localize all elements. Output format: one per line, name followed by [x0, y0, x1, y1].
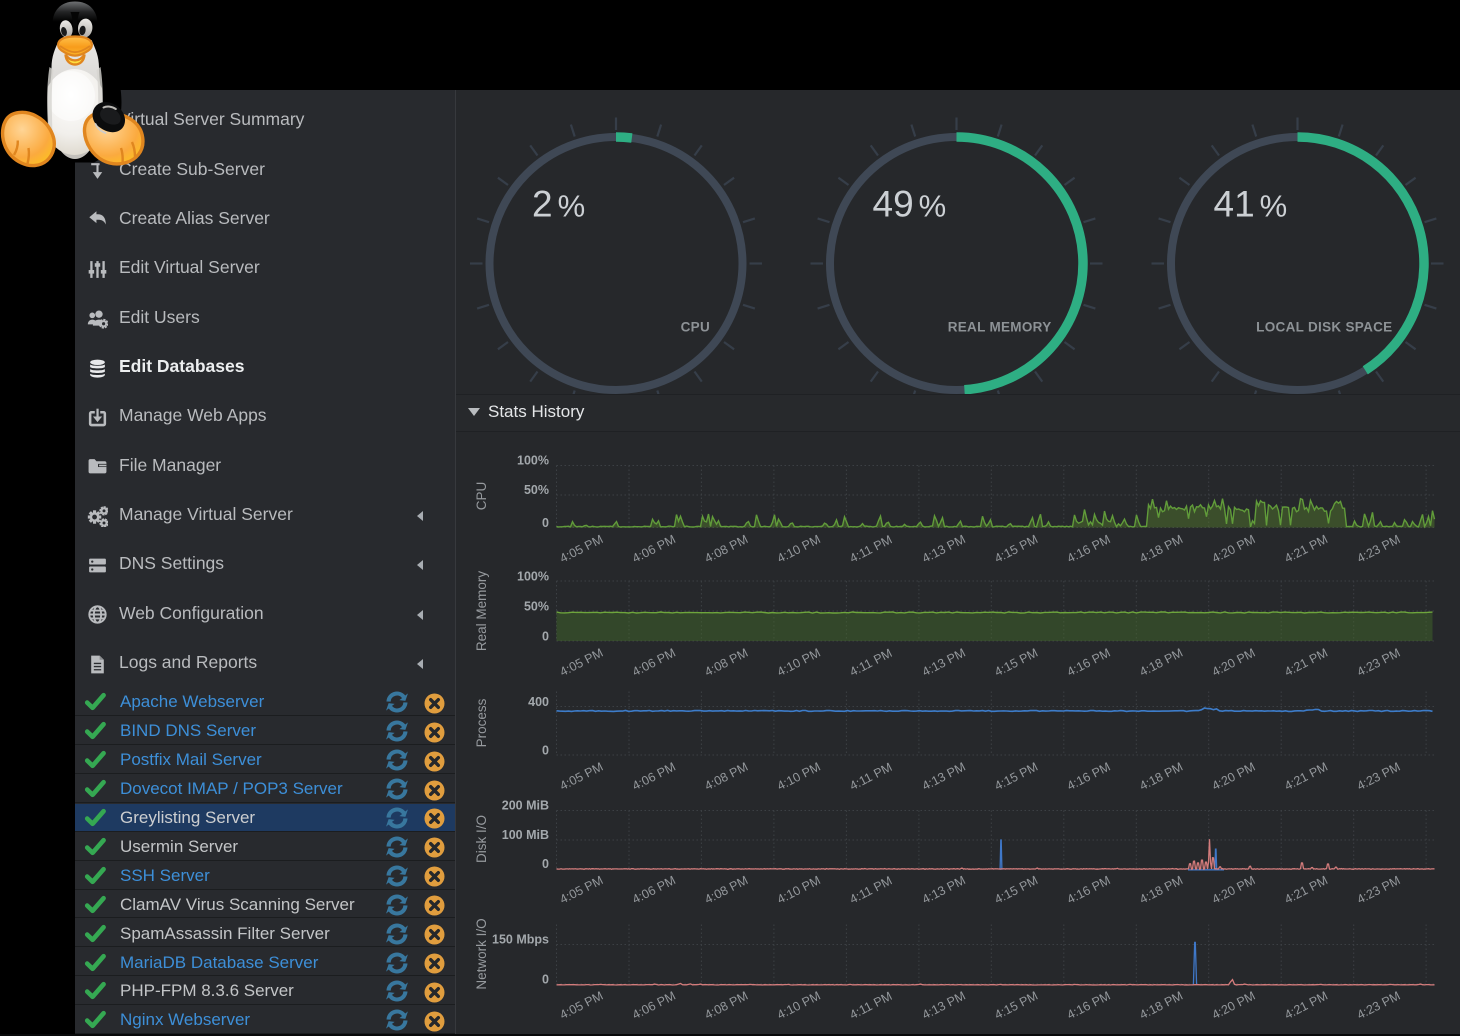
svg-text:4:13 PM: 4:13 PM	[920, 532, 968, 566]
svg-text:4:11 PM: 4:11 PM	[847, 532, 894, 565]
svg-text:4:05 PM: 4:05 PM	[558, 989, 606, 1023]
svg-text:0: 0	[542, 744, 549, 758]
svg-text:4:10 PM: 4:10 PM	[775, 532, 823, 566]
svg-text:4:20 PM: 4:20 PM	[1210, 532, 1258, 566]
svg-text:4:08 PM: 4:08 PM	[702, 873, 750, 907]
svg-text:4:06 PM: 4:06 PM	[630, 760, 678, 794]
svg-text:Process: Process	[474, 698, 489, 747]
svg-text:50%: 50%	[524, 600, 549, 614]
svg-text:4:23 PM: 4:23 PM	[1355, 532, 1403, 566]
svg-text:4:16 PM: 4:16 PM	[1065, 989, 1113, 1023]
svg-text:4:05 PM: 4:05 PM	[558, 646, 606, 680]
svg-text:CPU: CPU	[474, 482, 489, 511]
svg-text:4:23 PM: 4:23 PM	[1355, 760, 1403, 794]
svg-text:4:20 PM: 4:20 PM	[1210, 873, 1258, 907]
svg-text:CPU: CPU	[681, 320, 710, 335]
svg-text:4:06 PM: 4:06 PM	[630, 646, 678, 680]
svg-text:4:15 PM: 4:15 PM	[992, 760, 1040, 794]
svg-text:2%: 2%	[532, 184, 585, 225]
svg-text:49%: 49%	[873, 184, 947, 225]
svg-text:0: 0	[542, 857, 549, 871]
svg-text:4:10 PM: 4:10 PM	[775, 646, 823, 680]
svg-text:4:20 PM: 4:20 PM	[1210, 989, 1258, 1023]
svg-text:4:06 PM: 4:06 PM	[630, 532, 678, 566]
svg-text:4:13 PM: 4:13 PM	[920, 989, 968, 1023]
svg-text:4:10 PM: 4:10 PM	[775, 873, 823, 907]
svg-text:0: 0	[542, 630, 549, 644]
svg-text:100%: 100%	[517, 454, 549, 468]
svg-text:4:13 PM: 4:13 PM	[920, 873, 968, 907]
svg-text:4:05 PM: 4:05 PM	[558, 873, 606, 907]
svg-text:200 MiB: 200 MiB	[502, 799, 549, 813]
svg-text:4:18 PM: 4:18 PM	[1137, 760, 1185, 794]
svg-text:4:05 PM: 4:05 PM	[558, 760, 606, 794]
svg-text:4:21 PM: 4:21 PM	[1282, 873, 1330, 907]
svg-text:4:13 PM: 4:13 PM	[920, 646, 968, 680]
svg-text:4:13 PM: 4:13 PM	[920, 760, 968, 794]
svg-text:Real Memory: Real Memory	[474, 571, 489, 652]
svg-text:REAL MEMORY: REAL MEMORY	[948, 320, 1052, 335]
svg-text:4:16 PM: 4:16 PM	[1065, 532, 1113, 566]
svg-text:4:10 PM: 4:10 PM	[775, 760, 823, 794]
svg-text:4:11 PM: 4:11 PM	[847, 989, 894, 1022]
svg-text:4:18 PM: 4:18 PM	[1137, 532, 1185, 566]
svg-text:0: 0	[542, 516, 549, 530]
svg-text:4:18 PM: 4:18 PM	[1137, 873, 1185, 907]
svg-text:4:08 PM: 4:08 PM	[702, 646, 750, 680]
svg-text:100 MiB: 100 MiB	[502, 828, 549, 842]
svg-text:4:18 PM: 4:18 PM	[1137, 646, 1185, 680]
svg-text:4:21 PM: 4:21 PM	[1282, 760, 1330, 794]
svg-text:150 Mbps: 150 Mbps	[492, 933, 549, 947]
svg-text:4:08 PM: 4:08 PM	[702, 532, 750, 566]
svg-text:4:15 PM: 4:15 PM	[992, 873, 1040, 907]
svg-text:4:21 PM: 4:21 PM	[1282, 989, 1330, 1023]
svg-text:4:16 PM: 4:16 PM	[1065, 873, 1113, 907]
svg-text:Network I/O: Network I/O	[474, 918, 489, 989]
svg-text:4:15 PM: 4:15 PM	[992, 989, 1040, 1023]
svg-text:4:08 PM: 4:08 PM	[702, 989, 750, 1023]
svg-text:4:20 PM: 4:20 PM	[1210, 760, 1258, 794]
svg-text:4:16 PM: 4:16 PM	[1065, 760, 1113, 794]
svg-text:4:21 PM: 4:21 PM	[1282, 532, 1330, 566]
svg-text:41%: 41%	[1214, 184, 1288, 225]
svg-text:4:11 PM: 4:11 PM	[847, 760, 894, 793]
svg-text:4:16 PM: 4:16 PM	[1065, 646, 1113, 680]
svg-text:50%: 50%	[524, 483, 549, 497]
svg-text:0: 0	[542, 973, 549, 987]
svg-text:4:05 PM: 4:05 PM	[558, 532, 606, 566]
svg-text:LOCAL DISK SPACE: LOCAL DISK SPACE	[1256, 320, 1392, 335]
svg-text:4:10 PM: 4:10 PM	[775, 989, 823, 1023]
svg-text:4:21 PM: 4:21 PM	[1282, 646, 1330, 680]
svg-text:4:23 PM: 4:23 PM	[1355, 873, 1403, 907]
svg-text:100%: 100%	[517, 570, 549, 584]
svg-text:Disk I/O: Disk I/O	[474, 815, 489, 863]
svg-text:4:06 PM: 4:06 PM	[630, 989, 678, 1023]
svg-text:4:11 PM: 4:11 PM	[847, 873, 894, 906]
svg-text:4:06 PM: 4:06 PM	[630, 873, 678, 907]
svg-text:4:15 PM: 4:15 PM	[992, 532, 1040, 566]
svg-text:4:23 PM: 4:23 PM	[1355, 646, 1403, 680]
svg-text:4:08 PM: 4:08 PM	[702, 760, 750, 794]
svg-text:400: 400	[528, 695, 549, 709]
svg-text:4:18 PM: 4:18 PM	[1137, 989, 1185, 1023]
svg-text:4:11 PM: 4:11 PM	[847, 646, 894, 679]
svg-text:4:20 PM: 4:20 PM	[1210, 646, 1258, 680]
svg-text:4:15 PM: 4:15 PM	[992, 646, 1040, 680]
svg-text:4:23 PM: 4:23 PM	[1355, 989, 1403, 1023]
